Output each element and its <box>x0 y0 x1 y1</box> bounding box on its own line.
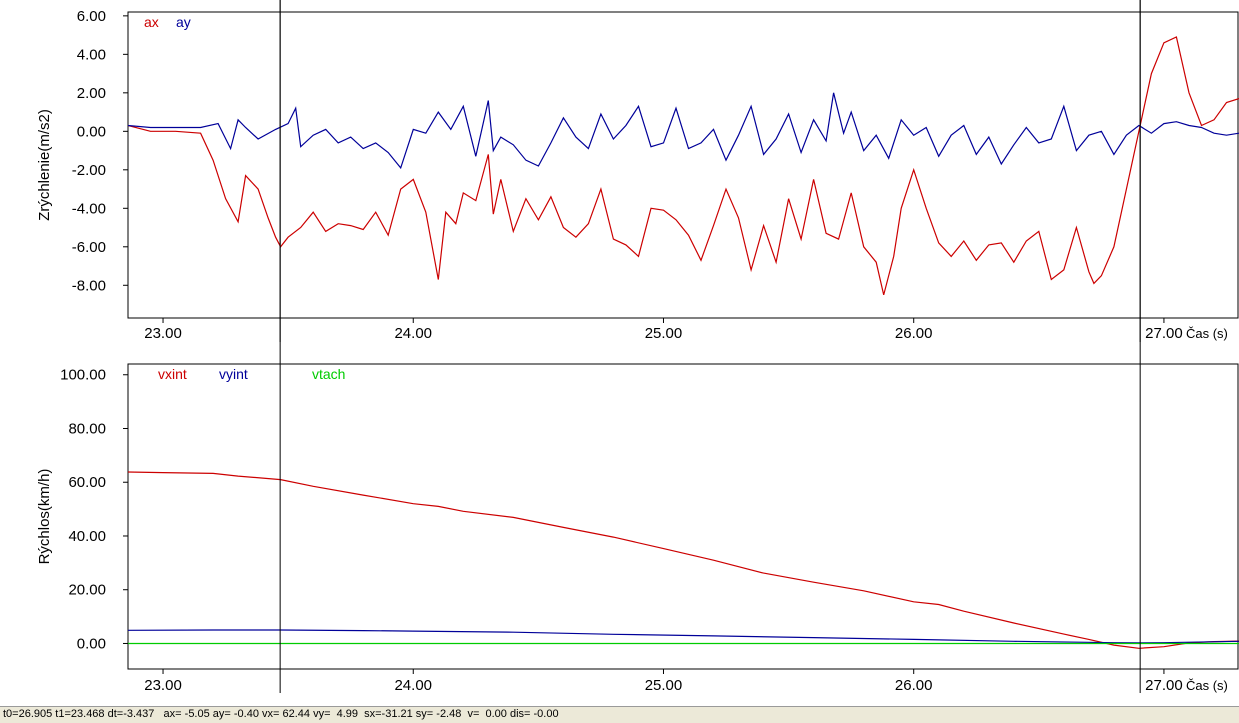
legend-vxint: vxint <box>158 366 187 382</box>
chart-canvas: 6.00 4.00 2.00 0.00 -2.00 -4.00 -6.00 -8.00 23.0… <box>36 0 1239 694</box>
plot-frame <box>127 363 1239 670</box>
x-tick-label: 25.00 <box>645 325 683 342</box>
y-tick-label: -2.00 <box>72 162 106 179</box>
x-tick-label: 23.00 <box>144 677 182 694</box>
series-line-ay <box>128 92 1239 170</box>
status-bar: t0=26.905 t1=23.468 dt=-3.437 ax= -5.05 … <box>0 706 1239 723</box>
series-line-vyint <box>128 629 1239 644</box>
y-tick-label: 6.00 <box>77 8 106 25</box>
x-tick-label: 24.00 <box>394 325 432 342</box>
y-tick-label: -4.00 <box>72 200 106 217</box>
legend-vyint: vyint <box>219 366 248 382</box>
x-tick-label: 26.00 <box>895 325 933 342</box>
legend-ax: ax <box>144 14 159 30</box>
y-tick-label: 4.00 <box>77 46 106 63</box>
x-tick-label: 27.00 <box>1145 677 1183 694</box>
y-tick-label: -8.00 <box>72 277 106 294</box>
legend-ay: ay <box>176 14 191 30</box>
x-axis-label: Čas (s) <box>1186 326 1228 341</box>
series-line-ax <box>128 36 1239 296</box>
y-tick-label: 0.00 <box>77 123 106 140</box>
y-axis-label: Rýchlos(km/h) <box>36 469 53 565</box>
y-axis-label: Zrýchlenie(m/s2) <box>36 109 53 221</box>
legend-vtach: vtach <box>312 366 345 382</box>
x-tick-label: 24.00 <box>394 677 432 694</box>
y-tick-label: 100.00 <box>60 367 106 384</box>
y-tick-label: -6.00 <box>72 239 106 256</box>
y-tick-label: 40.00 <box>68 528 106 545</box>
series-line-vxint <box>128 471 1239 649</box>
y-tick-label: 20.00 <box>68 582 106 599</box>
plot-frame <box>127 11 1239 319</box>
x-tick-label: 23.00 <box>144 325 182 342</box>
x-tick-label: 26.00 <box>895 677 933 694</box>
x-axis-label: Čas (s) <box>1186 678 1228 693</box>
y-tick-label: 60.00 <box>68 474 106 491</box>
y-tick-label: 2.00 <box>77 85 106 102</box>
chart-2: 100.00 80.00 60.00 40.00 20.00 0.00 23.00 24.00… <box>36 0 1239 694</box>
y-tick-label: 80.00 <box>68 420 106 437</box>
y-tick-label: 0.00 <box>77 635 106 652</box>
chart-1: 6.00 4.00 2.00 0.00 -2.00 -4.00 -6.00 -8.00 23.0… <box>36 0 1239 342</box>
status-text: t0=26.905 t1=23.468 dt=-3.437 ax= -5.05 … <box>3 708 559 720</box>
x-tick-label: 25.00 <box>645 677 683 694</box>
x-tick-label: 27.00 <box>1145 325 1183 342</box>
